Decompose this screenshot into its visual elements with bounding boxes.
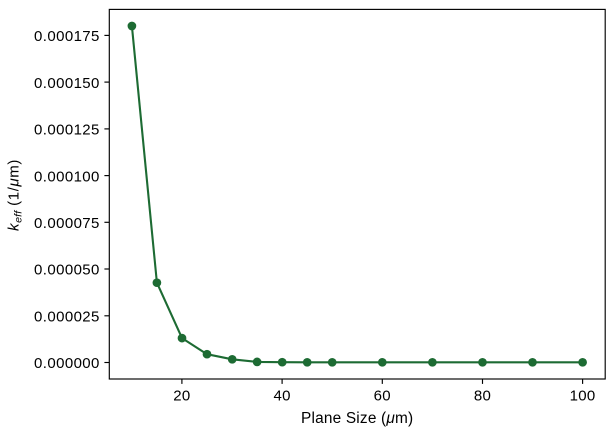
svg-text:100: 100 [570, 388, 596, 405]
svg-text:0.000100: 0.000100 [34, 168, 100, 185]
svg-text:0.000025: 0.000025 [34, 309, 100, 326]
svg-text:40: 40 [273, 388, 290, 405]
svg-text:0.000000: 0.000000 [34, 355, 100, 372]
svg-text:0.000050: 0.000050 [34, 262, 100, 279]
svg-text:60: 60 [374, 388, 391, 405]
svg-text:0.000150: 0.000150 [34, 75, 100, 92]
svg-text:80: 80 [474, 388, 491, 405]
svg-text:20: 20 [173, 388, 190, 405]
svg-text:Plane Size (μm): Plane Size (μm) [301, 410, 413, 427]
svg-text:0.000175: 0.000175 [34, 28, 100, 45]
svg-text:keff (1/μm): keff (1/μm) [5, 159, 24, 231]
svg-text:0.000075: 0.000075 [34, 215, 100, 232]
svg-text:0.000125: 0.000125 [34, 122, 100, 139]
